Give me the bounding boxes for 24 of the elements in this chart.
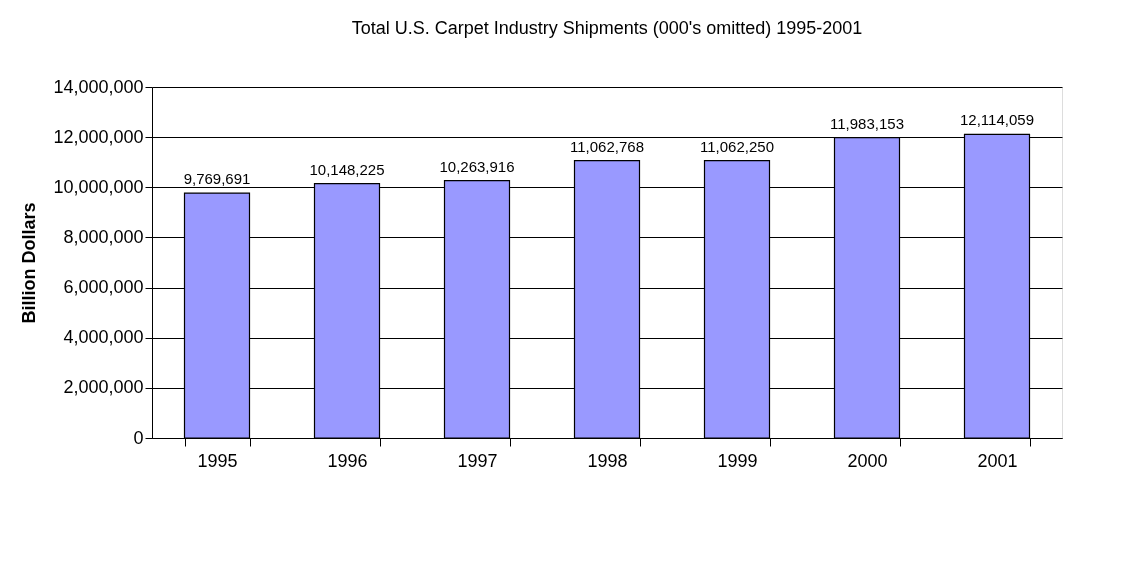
y-tick-label: 6,000,000 bbox=[63, 277, 144, 298]
data-label: 10,148,225 bbox=[309, 160, 385, 178]
y-tick-label: 8,000,000 bbox=[63, 226, 144, 247]
data-label: 9,769,691 bbox=[183, 170, 251, 188]
x-tick-label: 1996 bbox=[327, 450, 368, 471]
data-label: 11,062,250 bbox=[700, 137, 774, 155]
x-tick-label: 1999 bbox=[717, 450, 758, 471]
chart-title: Total U.S. Carpet Industry Shipments (000's omitted) 1995-2001 bbox=[351, 18, 863, 38]
x-tick-label: 1997 bbox=[457, 450, 498, 471]
data-label: 11,983,153 bbox=[830, 114, 904, 132]
y-tick-label: 0 bbox=[133, 427, 144, 448]
y-axis-title: Billion Dollars bbox=[19, 202, 40, 324]
y-tick-label: 14,000,000 bbox=[53, 76, 144, 97]
y-tick-label: 2,000,000 bbox=[63, 377, 144, 398]
data-label: 11,062,768 bbox=[570, 137, 644, 155]
x-tick-label: 2000 bbox=[847, 450, 888, 471]
x-tick-label: 1998 bbox=[587, 450, 628, 471]
x-tick-label: 1995 bbox=[197, 450, 238, 471]
y-tick-label: 4,000,000 bbox=[63, 327, 144, 348]
x-tick-label: 2001 bbox=[977, 450, 1018, 471]
data-label: 10,263,916 bbox=[439, 157, 515, 175]
data-label: 12,114,059 bbox=[960, 111, 1034, 129]
y-tick-label: 12,000,000 bbox=[53, 126, 144, 147]
y-tick-label: 10,000,000 bbox=[53, 176, 144, 197]
